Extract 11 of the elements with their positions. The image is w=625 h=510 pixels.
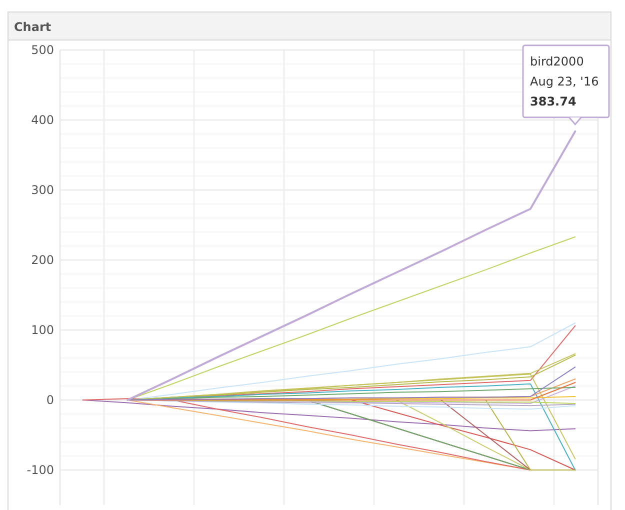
text: bird2000 (530, 54, 584, 68)
y-tick-label: -100 (26, 463, 54, 478)
y-tick-label: 200 (31, 253, 54, 268)
y-tick-label: 300 (31, 183, 54, 198)
y-tick-label: 100 (31, 323, 54, 338)
chart-title: Chart (14, 20, 52, 34)
y-tick-label: 0 (46, 393, 54, 408)
y-tick-label: 500 (31, 43, 54, 58)
data-label: 383.74 (530, 94, 576, 108)
y-tick-label: 400 (31, 113, 54, 128)
annotation: Aug 23, '16 (530, 74, 599, 88)
